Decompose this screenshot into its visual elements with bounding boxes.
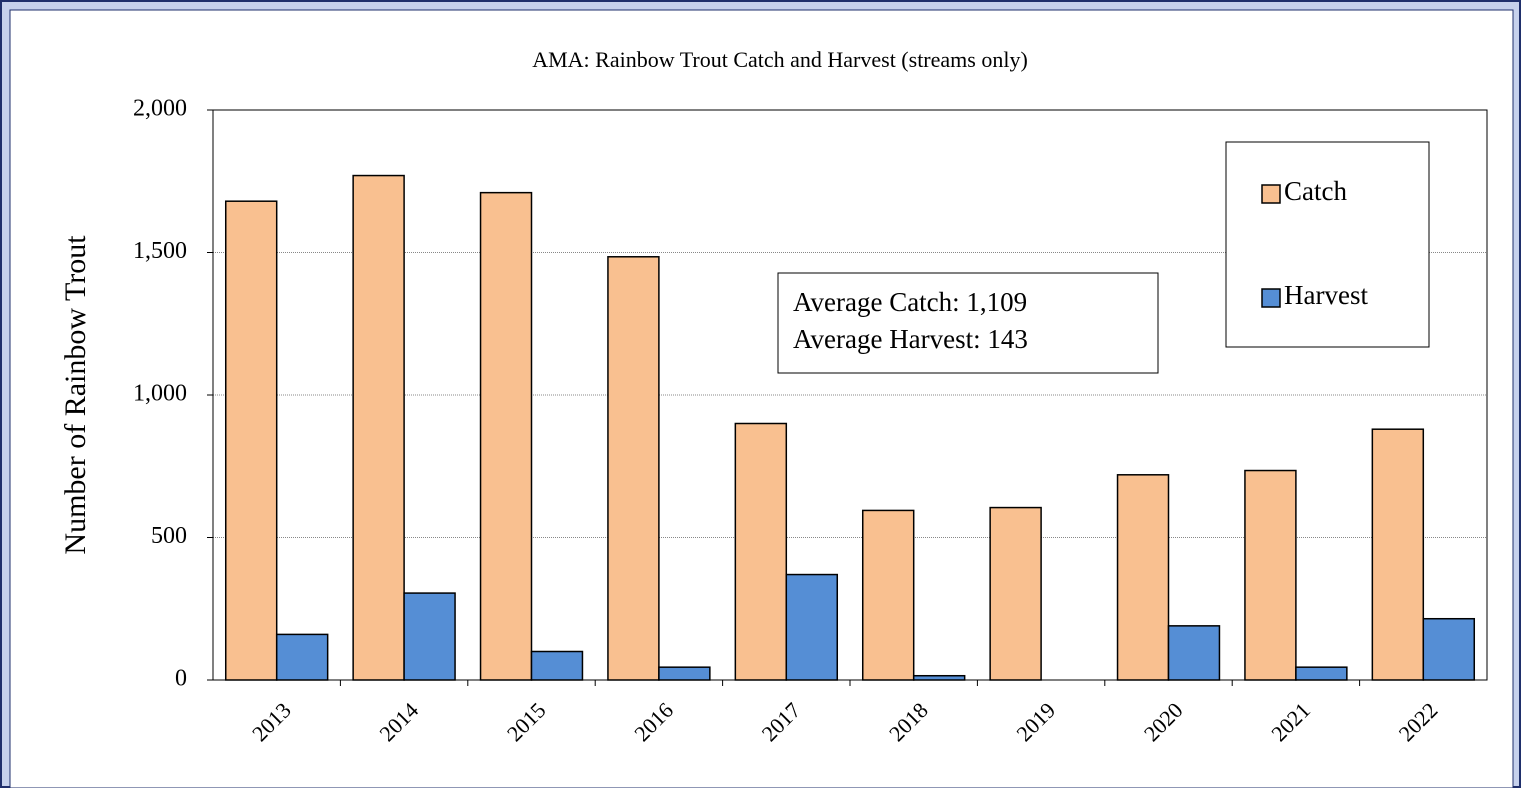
bar xyxy=(479,191,533,681)
legend-swatch xyxy=(1261,288,1281,308)
bar xyxy=(785,573,839,681)
y-tick-label: 2,000 xyxy=(133,96,187,122)
bar xyxy=(352,174,405,681)
bar xyxy=(912,674,966,681)
y-tick-label: 1,500 xyxy=(133,238,187,264)
bar xyxy=(1295,666,1348,681)
y-tick-label: 1,000 xyxy=(133,381,187,407)
legend-label: Harvest xyxy=(1284,280,1368,310)
bar xyxy=(224,200,278,681)
bar xyxy=(1422,617,1476,681)
y-tick-label: 500 xyxy=(151,523,187,549)
chart-title: AMA: Rainbow Trout Catch and Harvest (st… xyxy=(532,47,1028,72)
y-tick-label: 0 xyxy=(175,666,187,692)
bar xyxy=(607,256,660,681)
bar xyxy=(1244,469,1297,681)
bar xyxy=(1371,428,1425,681)
legend-label: Catch xyxy=(1284,176,1347,206)
annotation: Average Harvest: 143 xyxy=(793,324,1028,354)
annotation: Average Catch: 1,109 xyxy=(793,287,1027,317)
y-axis-label: Number of Rainbow Trout xyxy=(59,235,92,555)
bar xyxy=(530,650,584,681)
bar xyxy=(1167,625,1221,681)
bar xyxy=(861,509,915,681)
bar xyxy=(403,592,456,681)
bar xyxy=(734,422,788,681)
bar xyxy=(1116,474,1170,681)
bar xyxy=(989,506,1042,681)
annotation-box xyxy=(777,272,1159,374)
legend-swatch xyxy=(1261,184,1281,204)
bar xyxy=(658,666,711,681)
legend-box xyxy=(1225,141,1430,348)
bar xyxy=(275,633,329,681)
